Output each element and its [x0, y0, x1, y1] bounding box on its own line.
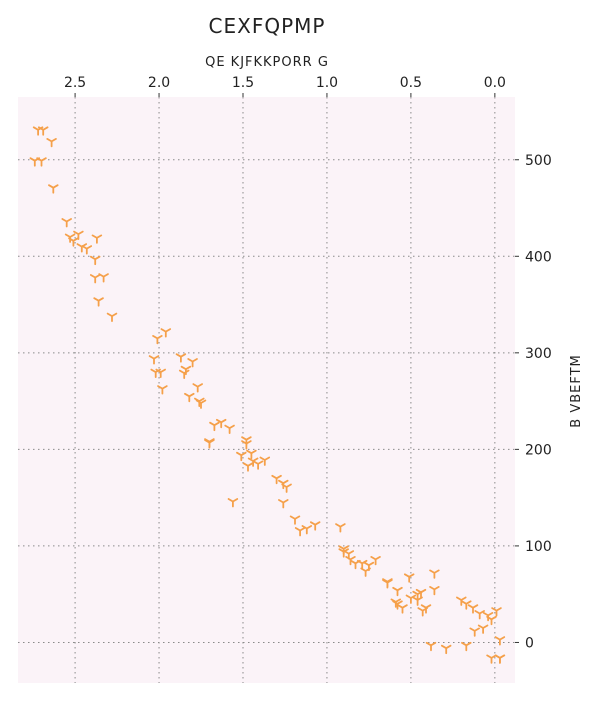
x-tick-label: 0.5 — [400, 75, 422, 91]
data-point — [477, 624, 489, 634]
data-point — [405, 594, 417, 604]
data-point — [224, 424, 235, 435]
y-tick-label: 100 — [525, 539, 552, 555]
data-point — [392, 586, 403, 597]
data-point — [289, 515, 301, 525]
data-point — [46, 137, 57, 148]
data-point — [157, 385, 168, 395]
data-point — [425, 641, 437, 652]
data-point — [474, 610, 485, 620]
data-point — [61, 218, 72, 228]
y-tick-label: 200 — [525, 442, 552, 458]
data-point — [429, 586, 440, 596]
data-point — [155, 368, 166, 379]
data-point — [93, 297, 104, 307]
data-point — [440, 644, 452, 655]
data-point — [236, 451, 247, 462]
plot-background — [18, 97, 515, 683]
data-point — [148, 355, 160, 365]
x-tick-label: 0.0 — [484, 75, 506, 91]
x-axis-label: QE KJFKKPORR G — [205, 55, 329, 70]
data-point — [271, 474, 282, 485]
data-point — [363, 561, 375, 572]
x-tick-label: 2.0 — [148, 75, 170, 91]
data-point — [192, 383, 203, 393]
y-axis-label: B VBEFTM — [569, 354, 584, 427]
data-point — [412, 596, 423, 606]
data-point — [278, 479, 289, 490]
data-point — [246, 449, 257, 460]
data-point — [486, 615, 497, 626]
data-point — [187, 358, 198, 368]
data-point — [36, 157, 47, 167]
data-point — [178, 369, 190, 380]
data-point — [461, 641, 472, 652]
data-point — [494, 636, 506, 646]
data-point — [467, 604, 479, 614]
data-point — [429, 569, 440, 579]
data-point — [160, 328, 172, 338]
data-point — [335, 523, 346, 533]
data-point — [89, 274, 101, 284]
x-axis-ticks: 2.5 2.0 1.5 1.0 0.5 0.0 — [64, 75, 506, 97]
data-point — [241, 440, 252, 450]
data-point — [209, 421, 220, 432]
data-point — [227, 498, 239, 508]
data-point — [491, 607, 502, 617]
data-point — [184, 392, 195, 403]
y-axis-ticks: 0 100 200 300 400 500 — [515, 153, 552, 651]
data-point — [403, 573, 415, 583]
data-point — [106, 312, 118, 323]
data-point — [68, 237, 79, 247]
data-point — [37, 126, 49, 136]
x-tick-label: 1.5 — [232, 75, 254, 91]
data-point — [48, 184, 59, 194]
data-point — [461, 600, 472, 610]
data-point — [494, 654, 506, 664]
y-tick-label: 300 — [525, 346, 552, 362]
data-point — [382, 578, 393, 588]
data-point — [204, 439, 215, 449]
data-point — [152, 334, 163, 345]
data-point — [397, 604, 408, 614]
data-point — [390, 598, 402, 608]
data-point — [309, 521, 321, 531]
data-point — [259, 456, 271, 466]
data-point — [294, 527, 306, 537]
y-tick-label: 0 — [525, 635, 534, 651]
data-points — [29, 126, 506, 664]
chart-title: CEXFQPMP — [209, 14, 326, 38]
data-point — [420, 604, 432, 614]
data-point — [89, 255, 101, 266]
data-point — [412, 590, 423, 601]
data-point — [469, 627, 480, 637]
data-point — [81, 245, 93, 255]
data-point — [98, 273, 109, 283]
data-point — [175, 353, 187, 363]
x-tick-label: 1.0 — [316, 75, 338, 91]
data-point — [242, 462, 254, 472]
data-point — [278, 499, 289, 509]
x-tick-label: 2.5 — [64, 75, 86, 91]
data-point — [91, 234, 103, 244]
data-point — [215, 418, 227, 429]
data-point — [370, 556, 381, 566]
data-point — [194, 397, 205, 408]
data-point — [338, 545, 349, 555]
y-tick-label: 500 — [525, 153, 552, 169]
data-point — [252, 460, 264, 470]
y-tick-label: 400 — [525, 249, 552, 265]
